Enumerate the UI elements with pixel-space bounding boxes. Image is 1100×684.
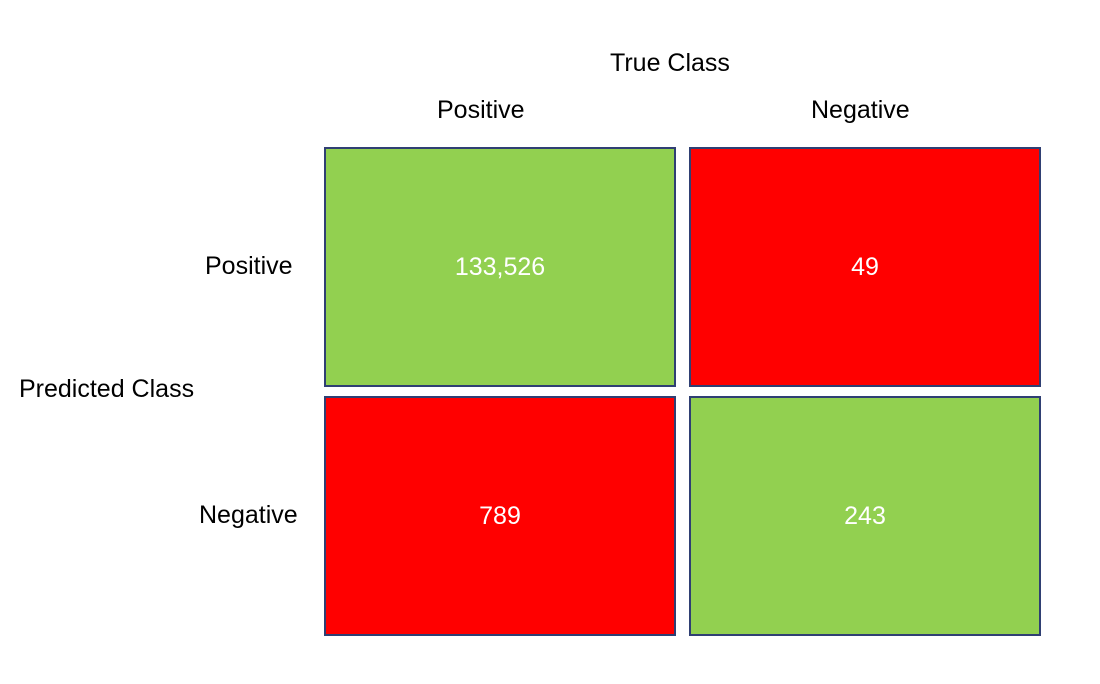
- cell-value: 789: [479, 502, 521, 530]
- column-label-negative: Negative: [811, 96, 910, 124]
- column-label-positive: Positive: [437, 96, 525, 124]
- cell-value: 49: [851, 253, 879, 281]
- true-class-label: True Class: [610, 49, 730, 77]
- cell-value: 243: [844, 502, 886, 530]
- cell-true-negative: 243: [689, 396, 1041, 636]
- predicted-class-label: Predicted Class: [19, 375, 195, 403]
- cell-false-positive: 49: [689, 147, 1041, 387]
- cell-value: 133,526: [454, 253, 546, 281]
- row-label-negative: Negative: [199, 501, 298, 529]
- row-label-positive: Positive: [205, 252, 293, 280]
- cell-false-negative: 789: [324, 396, 676, 636]
- cell-true-positive: 133,526: [324, 147, 676, 387]
